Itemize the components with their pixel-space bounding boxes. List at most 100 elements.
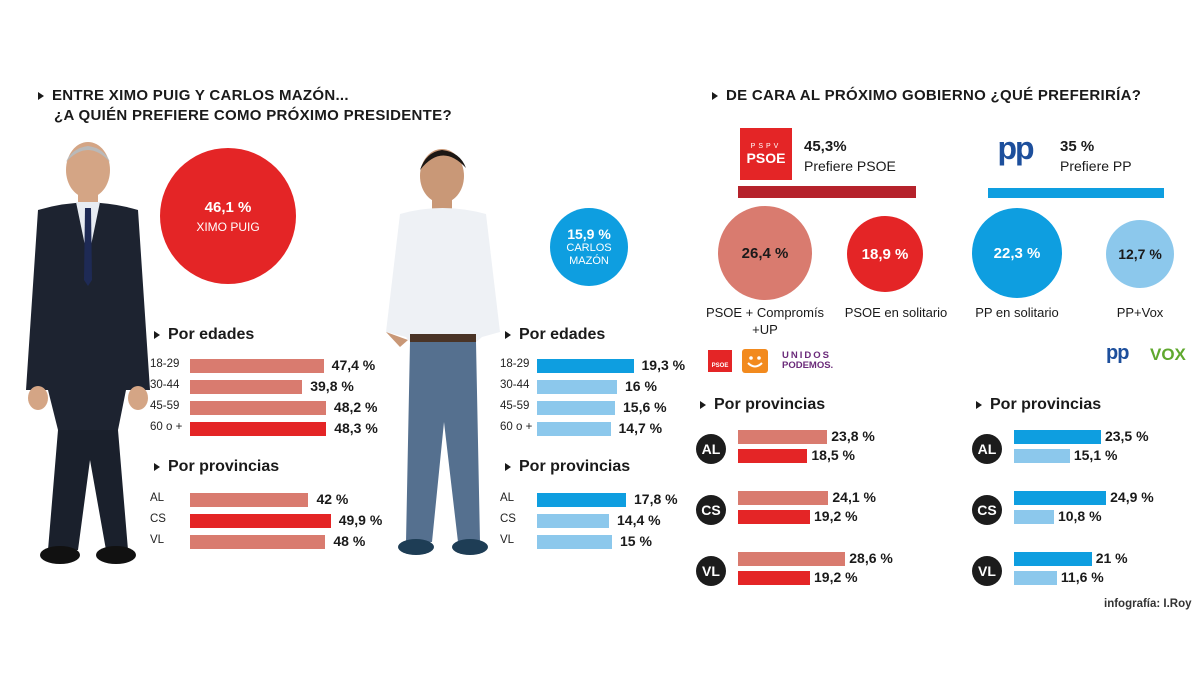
option-pp-vox-value: 12,7 % — [1118, 246, 1162, 262]
option-pp-solo-circle: 22,3 % — [972, 208, 1062, 298]
mazon-circle: 15,9 % CARLOS MAZÓN — [550, 208, 628, 286]
bar — [537, 401, 615, 415]
data-label: 21 % — [1095, 550, 1128, 566]
bar — [1014, 571, 1057, 585]
category-label: CS — [150, 513, 166, 525]
option-psoe-compromis-value: 26,4 % — [741, 244, 789, 262]
data-label: 19,2 % — [814, 508, 858, 524]
psoe-provincias-chart: AL 23,8 % 18,5 % CS 24,1 % 19,2 % VL 28,6 % 19,2… — [696, 426, 936, 596]
data-label: 15 % — [620, 533, 652, 549]
mazon-value: 15,9 % — [567, 226, 611, 242]
data-label: 15,1 % — [1073, 447, 1118, 463]
option-pp-vox-circle: 12,7 % — [1106, 220, 1174, 288]
unidos-line2: PODEMOS. — [782, 360, 834, 371]
bar — [1014, 430, 1101, 444]
puig-provincias-title: Por provincias — [154, 458, 279, 476]
bar — [537, 493, 626, 507]
puig-provincias-title-text: Por provincias — [168, 458, 280, 475]
province-badge: AL — [696, 434, 726, 464]
bar — [537, 359, 634, 373]
bar — [537, 514, 609, 528]
puig-edades-title: Por edades — [154, 326, 254, 344]
option-psoe-compromis-circle: 26,4 % — [718, 206, 812, 300]
bar — [190, 359, 324, 373]
psoe-label: Prefiere PSOE — [804, 158, 896, 174]
data-label: 47,4 % — [331, 357, 376, 373]
option-pp-vox-caption: PP+Vox — [1116, 305, 1164, 320]
right-heading-text: DE CARA AL PRÓXIMO GOBIERNO ¿QUÉ PREFERI… — [726, 87, 1142, 104]
category-label: 45-59 — [150, 400, 180, 412]
psoe-small-logo: PSOE — [708, 350, 732, 372]
data-label: 19,2 % — [814, 569, 858, 585]
data-label: 11,6 % — [1060, 569, 1104, 585]
compromis-logo-icon — [742, 349, 768, 373]
psoe-pct: 45,3% — [804, 138, 847, 155]
option-pp-solo-value: 22,3 % — [993, 244, 1041, 262]
data-label: 49,9 % — [338, 512, 383, 528]
caption-line2: +UP — [752, 322, 778, 337]
category-label: AL — [500, 492, 515, 504]
caption-line1: PSOE + Compromís — [705, 305, 825, 320]
puig-name: XIMO PUIG — [196, 219, 260, 234]
psoe-provincias-title: Por provincias — [700, 396, 825, 414]
credit: infografía: I.Roy — [1104, 598, 1192, 610]
carlos-mazon-photo — [386, 149, 500, 555]
pp-pct: 35 % — [1060, 138, 1095, 155]
data-label: 28,6 % — [849, 550, 893, 566]
puig-edades-title-text: Por edades — [168, 326, 255, 343]
province-badge: CS — [696, 495, 726, 525]
data-label: 48,2 % — [333, 399, 378, 415]
data-label: 48,3 % — [334, 420, 378, 436]
psoe-total-bar — [738, 186, 916, 198]
category-label: AL — [150, 492, 165, 504]
data-label: 48 % — [333, 533, 366, 549]
pp-provincias-chart: AL 23,5 % 15,1 % CS 24,9 % 10,8 % VL 21 % 11,6 % — [972, 426, 1192, 596]
triangle-bullet-icon — [700, 400, 706, 409]
category-label: 30-44 — [150, 379, 180, 391]
pp-small-logo: pp — [1106, 342, 1129, 364]
puig-value: 46,1 % — [204, 198, 252, 216]
option-psoe-solo-circle: 18,9 % — [847, 216, 923, 292]
bar — [1014, 449, 1070, 463]
province-badge: AL — [972, 434, 1002, 464]
bar — [1014, 552, 1092, 566]
bar — [190, 493, 309, 507]
psoe-logo-small: PSPV — [750, 143, 782, 150]
mazon-provincias-title: Por provincias — [505, 458, 630, 476]
pp-logo-text: pp — [997, 129, 1034, 166]
bar — [537, 535, 612, 549]
triangle-bullet-icon — [38, 92, 44, 101]
triangle-bullet-icon — [976, 400, 982, 409]
category-label: VL — [150, 534, 165, 546]
psoe-logo: PSPV PSOE — [740, 128, 792, 180]
bar — [738, 552, 846, 566]
data-label: 16 % — [625, 378, 657, 394]
data-label: 10,8 % — [1057, 508, 1102, 524]
triangle-bullet-icon — [505, 462, 511, 471]
puig-circle: 46,1 % XIMO PUIG — [160, 148, 296, 284]
category-label: 18-29 — [500, 358, 530, 370]
data-label: 19,3 % — [641, 357, 686, 373]
puig-provincias-chart: AL 42 % CS 49,9 % VL 48 % — [150, 491, 390, 554]
bar — [738, 510, 810, 524]
option-psoe-compromis-caption: PSOE + Compromís +UP — [700, 304, 830, 338]
bar — [738, 491, 829, 505]
mazon-provincias-title-text: Por provincias — [519, 458, 631, 475]
data-label: 23,8 % — [831, 428, 875, 444]
pp-provincias-title-text: Por provincias — [990, 396, 1102, 413]
data-label: 24,1 % — [832, 489, 876, 505]
category-label: VL — [500, 534, 515, 546]
bar — [190, 514, 331, 528]
unidos-podemos-logo: UNIDOS PODEMOS. — [782, 351, 833, 371]
triangle-bullet-icon — [154, 462, 160, 471]
option-pp-solo-caption: PP en solitario — [975, 305, 1059, 320]
data-label: 42 % — [316, 491, 349, 507]
option-psoe-solo-value: 18,9 % — [861, 245, 909, 263]
bar — [190, 401, 326, 415]
category-label: CS — [500, 513, 516, 525]
category-label: 30-44 — [500, 379, 530, 391]
bar — [738, 571, 810, 585]
triangle-bullet-icon — [505, 330, 511, 339]
unidos-line1: UNIDOS — [782, 350, 831, 361]
mazon-edades-title: Por edades — [505, 326, 605, 344]
